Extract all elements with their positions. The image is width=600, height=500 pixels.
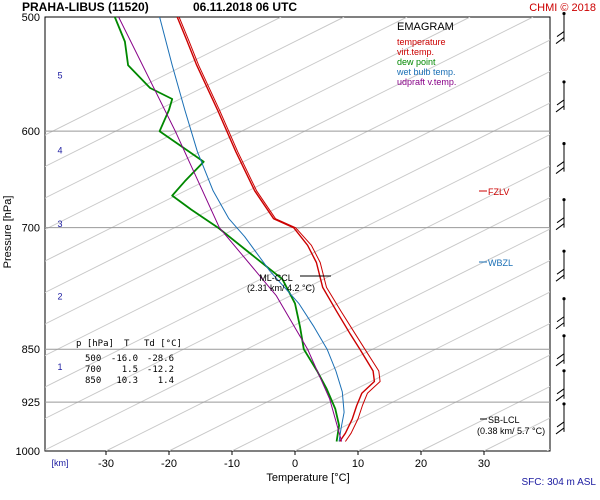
- svg-text:ML-CCL: ML-CCL: [259, 273, 293, 283]
- x-tick-label: -20: [161, 458, 177, 470]
- svg-text:FZLV: FZLV: [488, 187, 509, 197]
- copyright: CHMI © 2018: [529, 2, 596, 14]
- km-tick-label: 4: [57, 146, 62, 156]
- legend-wet-bulb: wet bulb temp.: [396, 67, 456, 77]
- svg-text:T: T: [124, 339, 130, 349]
- svg-text:-28.6: -28.6: [147, 354, 174, 364]
- legend-temperature: temperature: [397, 37, 446, 47]
- x-axis-label: Temperature [°C]: [266, 472, 349, 484]
- km-tick-label: 2: [57, 291, 62, 301]
- temperature-gridline: [45, 17, 471, 231]
- temperature-line: [176, 17, 376, 442]
- svg-text:850: 850: [85, 376, 101, 386]
- y-tick-label: 500: [22, 12, 40, 24]
- y-tick-label: 600: [22, 126, 40, 138]
- temperature-gridline: [45, 17, 408, 199]
- x-tick-label: 0: [292, 458, 298, 470]
- dew-point-line: [113, 17, 340, 442]
- temperature-gridline: [105, 228, 550, 451]
- x-tick-label: -30: [98, 458, 114, 470]
- temperature-gridline: [45, 39, 550, 294]
- temperature-gridline: [294, 322, 550, 451]
- svg-text:500: 500: [85, 354, 101, 364]
- x-tick-label: 10: [352, 458, 364, 470]
- svg-text:1.5: 1.5: [122, 365, 138, 375]
- svg-text:(2.31 km/ 4.2 °C): (2.31 km/ 4.2 °C): [247, 283, 315, 293]
- svg-text:-16.0: -16.0: [111, 354, 138, 364]
- svg-text:SB-LCL: SB-LCL: [488, 415, 520, 425]
- wind-barb: [555, 141, 566, 174]
- ml-ccl-annotation: ML-CCL (2.31 km/ 4.2 °C): [247, 273, 331, 293]
- temperature-gridline: [45, 165, 550, 420]
- temperature-gridline: [45, 17, 282, 136]
- wbzl-marker: WBZL: [479, 258, 513, 268]
- plot-frame: [44, 16, 551, 452]
- wind-barb: [555, 334, 566, 367]
- x-tick-label: 30: [478, 458, 490, 470]
- y-tick-label: 850: [22, 344, 40, 356]
- wind-barb: [555, 198, 566, 231]
- svg-text:1.4: 1.4: [158, 376, 174, 386]
- fzlv-marker: FZLV: [479, 187, 509, 197]
- summary-table: p [hPa] T Td [°C] 500 -16.0 -28.6 700 1.…: [76, 339, 182, 386]
- svg-text:p [hPa]: p [hPa]: [76, 339, 114, 349]
- legend-dew-point: dew point: [397, 57, 436, 67]
- temperature-gridline: [357, 354, 550, 451]
- legend-virt-temp: virt.temp.: [397, 47, 434, 57]
- temperature-gridline: [45, 17, 345, 168]
- updraft-line: [118, 17, 343, 442]
- km-tick-label: 1: [57, 362, 62, 372]
- wind-barb: [555, 297, 566, 330]
- temperature-gridline: [45, 102, 550, 357]
- station-title: PRAHA-LIBUS (11520): [22, 0, 149, 14]
- temperature-gridline: [168, 259, 550, 451]
- temperature-gridline: [231, 291, 550, 451]
- surface-info: SFC: 304 m ASL: [522, 477, 597, 488]
- virtual-temperature-line: [178, 17, 381, 442]
- wet-bulb-line: [159, 17, 345, 442]
- y-tick-label: 925: [22, 397, 40, 409]
- svg-text:WBZL: WBZL: [488, 258, 513, 268]
- temperature-gridline: [45, 17, 534, 262]
- km-tick-label: 3: [57, 219, 62, 229]
- temperature-gridline: [45, 133, 550, 388]
- wind-barb: [555, 11, 566, 44]
- datetime-title: 06.11.2018 06 UTC: [193, 0, 297, 14]
- temperature-gridline: [45, 196, 550, 451]
- svg-text:10.3: 10.3: [116, 376, 138, 386]
- km-tick-label: 5: [57, 70, 62, 80]
- km-label: [km]: [52, 458, 69, 468]
- svg-text:Td [°C]: Td [°C]: [144, 339, 182, 349]
- wind-barb: [555, 402, 566, 435]
- y-tick-label: 1000: [16, 446, 40, 458]
- svg-text:-12.2: -12.2: [147, 365, 174, 375]
- x-tick-label: 20: [415, 458, 427, 470]
- wind-barb: [555, 249, 566, 282]
- x-tick-label: -10: [224, 458, 240, 470]
- svg-text:(0.38 km/ 5.7 °C): (0.38 km/ 5.7 °C): [477, 426, 545, 436]
- wind-barb: [555, 80, 566, 113]
- legend-updraft: udpraft v.temp.: [397, 77, 456, 87]
- y-axis-label: Pressure [hPa]: [2, 196, 14, 269]
- legend-title: EMAGRAM: [397, 21, 454, 33]
- y-tick-label: 700: [22, 223, 40, 235]
- svg-text:700: 700: [85, 365, 101, 375]
- sb-lcl-annotation: SB-LCL (0.38 km/ 5.7 °C): [477, 415, 545, 436]
- wind-barb: [555, 369, 566, 402]
